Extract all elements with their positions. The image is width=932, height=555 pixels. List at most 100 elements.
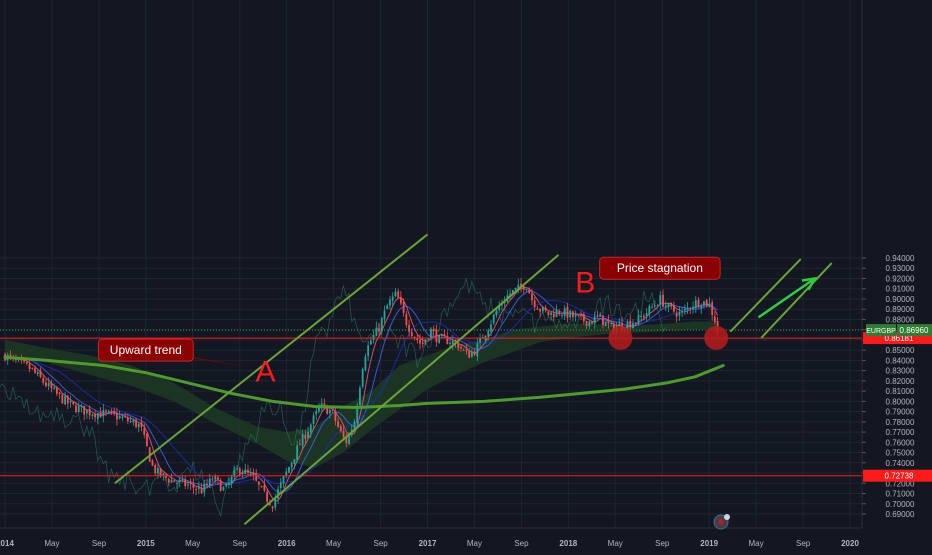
- candle-body: [260, 486, 263, 488]
- candle: [69, 395, 72, 408]
- candle-body: [648, 305, 651, 315]
- candle-body: [645, 313, 648, 316]
- candle-body: [476, 343, 479, 357]
- candle: [296, 440, 299, 463]
- candle-body: [577, 314, 580, 316]
- candle-body: [233, 470, 236, 477]
- candle: [307, 426, 309, 440]
- candle-body: [88, 408, 91, 416]
- candle: [105, 408, 107, 417]
- candle-body: [498, 306, 501, 311]
- annotation-callout: Price stagnation: [599, 256, 721, 280]
- time-tick-label: 2016: [278, 539, 296, 548]
- candle-body: [135, 419, 137, 428]
- candle: [591, 320, 593, 324]
- candle-body: [364, 356, 367, 371]
- candle: [372, 329, 375, 344]
- candle: [356, 402, 359, 426]
- candle: [47, 377, 50, 391]
- time-axis: 2014 May Sep 2015 May Sep 2016 May Sep 2017 May Sep…: [0, 527, 932, 550]
- candle: [187, 480, 189, 490]
- price-axis: 0.690000.700000.710000.720000.730000.740…: [861, 0, 932, 550]
- candle-body: [487, 330, 490, 337]
- candle-body: [23, 359, 26, 362]
- candle: [683, 304, 686, 316]
- price-axis-background: [862, 0, 932, 550]
- candle-body: [140, 422, 143, 427]
- candle-body: [378, 328, 380, 332]
- candle-body: [96, 413, 99, 419]
- candle-body: [531, 293, 533, 301]
- candle: [675, 310, 678, 323]
- candle: [618, 318, 621, 327]
- price-tick-label: 0.83000: [886, 367, 915, 376]
- candle-body: [626, 321, 629, 330]
- candle-body: [241, 473, 244, 475]
- candle-body: [105, 410, 107, 412]
- candle: [405, 310, 408, 328]
- up-arrow-shaft: [757, 277, 816, 319]
- candle-body: [522, 286, 525, 290]
- trend-channel-line: [760, 262, 833, 339]
- candle-body: [334, 410, 337, 421]
- candle-body: [312, 415, 315, 424]
- candle: [304, 430, 307, 444]
- candle: [345, 433, 348, 447]
- price-tick-label: 0.74000: [886, 459, 915, 468]
- candle-body: [430, 328, 432, 340]
- candle: [298, 439, 301, 446]
- candle: [315, 406, 318, 421]
- candle: [31, 367, 34, 370]
- candle-body: [126, 417, 129, 421]
- candle: [146, 433, 148, 447]
- candle-body: [593, 316, 596, 324]
- candle: [697, 297, 700, 309]
- candle-body: [329, 409, 331, 414]
- candle: [55, 386, 58, 397]
- candle: [279, 478, 282, 492]
- candle-body: [137, 423, 140, 428]
- callout-box: [97, 338, 194, 362]
- price-tag-label: 0.86181: [885, 334, 914, 343]
- candle-body: [200, 487, 203, 494]
- candle: [359, 385, 361, 408]
- candle-body: [612, 323, 615, 332]
- candle-body: [31, 367, 34, 369]
- candle-body: [389, 299, 391, 306]
- candle-body: [151, 460, 154, 466]
- candle-body: [58, 392, 61, 395]
- candle: [648, 304, 651, 318]
- price-tick-label: 0.75000: [886, 449, 915, 458]
- candle: [686, 301, 689, 314]
- candle-body: [667, 303, 670, 307]
- candle: [656, 303, 659, 307]
- candle: [263, 479, 266, 493]
- candle: [137, 423, 140, 433]
- price-tick-label: 0.70000: [886, 500, 915, 509]
- candle: [637, 309, 640, 326]
- candle: [438, 334, 441, 344]
- candle: [451, 335, 454, 351]
- candle-body: [263, 485, 266, 491]
- candle: [230, 474, 233, 488]
- candle: [539, 307, 542, 318]
- candle-body: [708, 303, 711, 307]
- candle-body: [457, 342, 460, 349]
- candle-body: [307, 431, 309, 438]
- candle: [208, 474, 211, 489]
- candle-body: [217, 477, 219, 480]
- candle-body: [700, 306, 703, 308]
- candle: [143, 423, 146, 439]
- ma-slow: [4, 299, 718, 485]
- candle-body: [121, 416, 124, 418]
- candle-body: [309, 424, 312, 433]
- candle: [558, 309, 561, 317]
- candle-body: [692, 306, 694, 310]
- candle: [465, 344, 468, 355]
- candle-body: [293, 458, 296, 464]
- candle-body: [129, 420, 132, 422]
- candle: [197, 481, 200, 494]
- candle: [550, 312, 552, 321]
- candle-body: [361, 369, 364, 387]
